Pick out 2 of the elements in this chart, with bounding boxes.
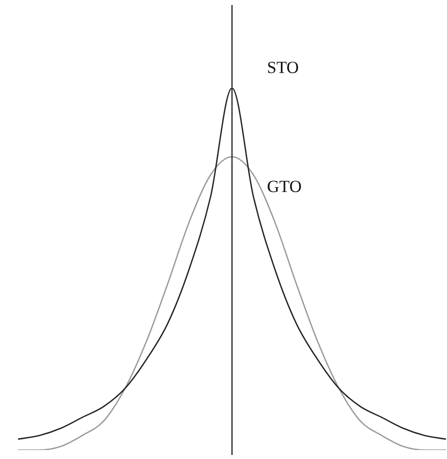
text: STO [267, 58, 299, 77]
series-label: GTO [267, 176, 302, 196]
